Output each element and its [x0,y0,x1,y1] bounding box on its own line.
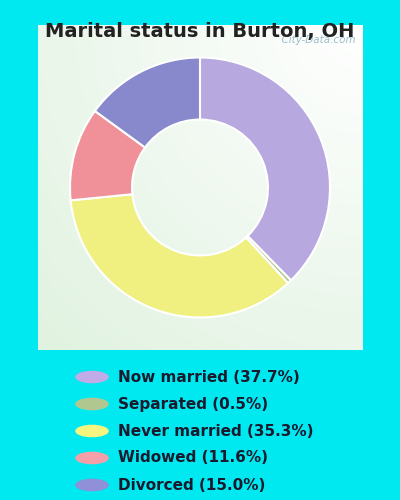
Circle shape [75,370,109,384]
Circle shape [75,478,109,492]
Text: Divorced (15.0%): Divorced (15.0%) [118,478,265,492]
Wedge shape [70,111,145,200]
Text: Now married (37.7%): Now married (37.7%) [118,370,300,384]
Text: City-Data.com: City-Data.com [275,35,356,45]
Text: Never married (35.3%): Never married (35.3%) [118,424,314,438]
Text: Separated (0.5%): Separated (0.5%) [118,396,268,411]
Wedge shape [200,58,330,280]
Text: Marital status in Burton, OH: Marital status in Burton, OH [45,22,355,42]
Circle shape [75,398,109,410]
Circle shape [75,452,109,464]
Text: Widowed (11.6%): Widowed (11.6%) [118,450,268,466]
Circle shape [75,424,109,438]
Wedge shape [246,236,291,283]
Wedge shape [71,194,288,318]
Wedge shape [95,58,200,148]
